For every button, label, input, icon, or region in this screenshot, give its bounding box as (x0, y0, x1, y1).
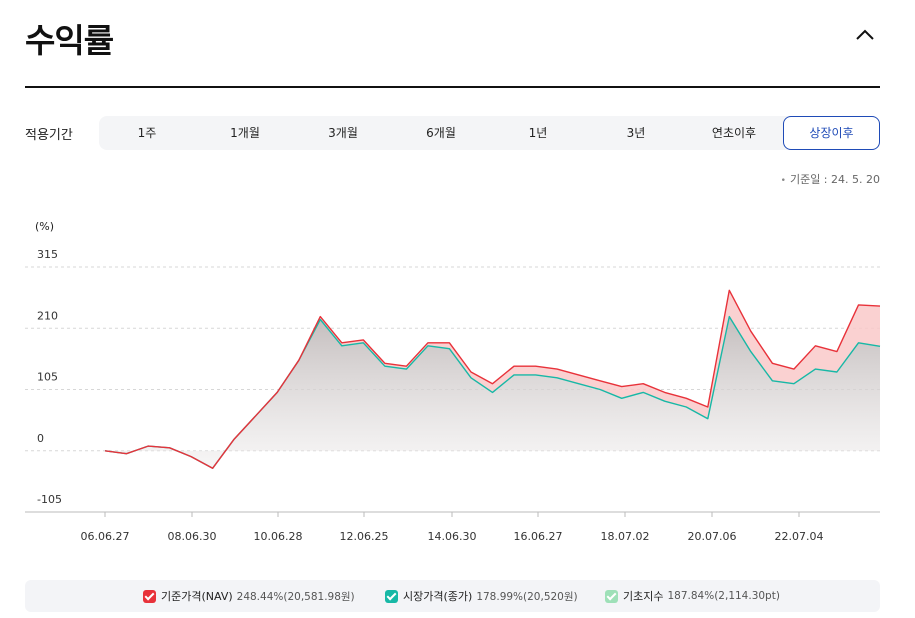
y-tick-label: 315 (37, 248, 58, 261)
y-tick-label: 0 (37, 432, 44, 445)
legend-name: 기준가격(NAV) (161, 590, 233, 603)
tab-ytd[interactable]: 연초이후 (711, 126, 757, 140)
series-line-nav (104, 289, 881, 469)
tab-1-month[interactable]: 1개월 (230, 126, 260, 140)
x-tick-label: 10.06.28 (254, 530, 303, 543)
tab-3-months[interactable]: 3개월 (328, 126, 358, 140)
period-tabs: 1주 1개월 3개월 6개월 1년 3년 연초이후 상장이후 (99, 116, 880, 150)
legend-name: 시장가격(종가) (403, 590, 473, 603)
base-date: • 기준일 : 24. 5. 20 (780, 173, 880, 186)
checkbox-icon[interactable] (143, 589, 156, 603)
legend-name: 기초지수 (623, 590, 664, 603)
x-tick-label: 20.07.06 (688, 530, 737, 543)
legend-item-nav[interactable]: 기준가격(NAV) 248.44%(20,581.98원) (143, 588, 355, 604)
legend-value: 187.84%(2,114.30pt) (667, 590, 780, 602)
legend-value: 248.44%(20,581.98원) (236, 590, 355, 603)
y-tick-label: -105 (37, 493, 62, 506)
x-tick-label: 08.06.30 (168, 530, 217, 543)
chevron-up-icon[interactable] (852, 22, 878, 48)
legend-value: 178.99%(20,520원) (476, 590, 578, 603)
checkbox-icon[interactable] (385, 589, 398, 603)
x-tick-label: 06.06.27 (81, 530, 130, 543)
tab-6-months[interactable]: 6개월 (426, 126, 456, 140)
y-axis-unit: (%) (35, 220, 55, 233)
checkbox-icon[interactable] (605, 589, 618, 603)
legend-item-index[interactable]: 기초지수 187.84%(2,114.30pt) (605, 588, 780, 604)
x-tick-label: 12.06.25 (340, 530, 389, 543)
page-title: 수익률 (25, 21, 114, 60)
y-tick-label: 210 (37, 309, 58, 322)
x-tick-label: 22.07.04 (775, 530, 824, 543)
x-tick-label: 16.06.27 (514, 530, 563, 543)
period-label: 적용기간 (25, 128, 73, 143)
section-header: 수익률 (25, 0, 880, 88)
x-tick-label: 18.07.02 (601, 530, 650, 543)
legend-item-market[interactable]: 시장가격(종가) 178.99%(20,520원) (385, 588, 578, 604)
tab-1-year[interactable]: 1년 (528, 126, 548, 140)
legend: 기준가격(NAV) 248.44%(20,581.98원) 시장가격(종가) 1… (25, 580, 880, 612)
y-tick-label: 105 (37, 371, 58, 384)
tab-3-years[interactable]: 3년 (626, 126, 646, 140)
tab-since-listing[interactable]: 상장이후 (783, 116, 880, 150)
x-tick-label: 14.06.30 (428, 530, 477, 543)
return-chart: 315 210 105 0 -105 06.06.27 08.06.30 10.06.28 12… (25, 248, 881, 543)
tab-1-week[interactable]: 1주 (137, 126, 157, 140)
base-date-text: 기준일 : 24. 5. 20 (789, 173, 880, 186)
